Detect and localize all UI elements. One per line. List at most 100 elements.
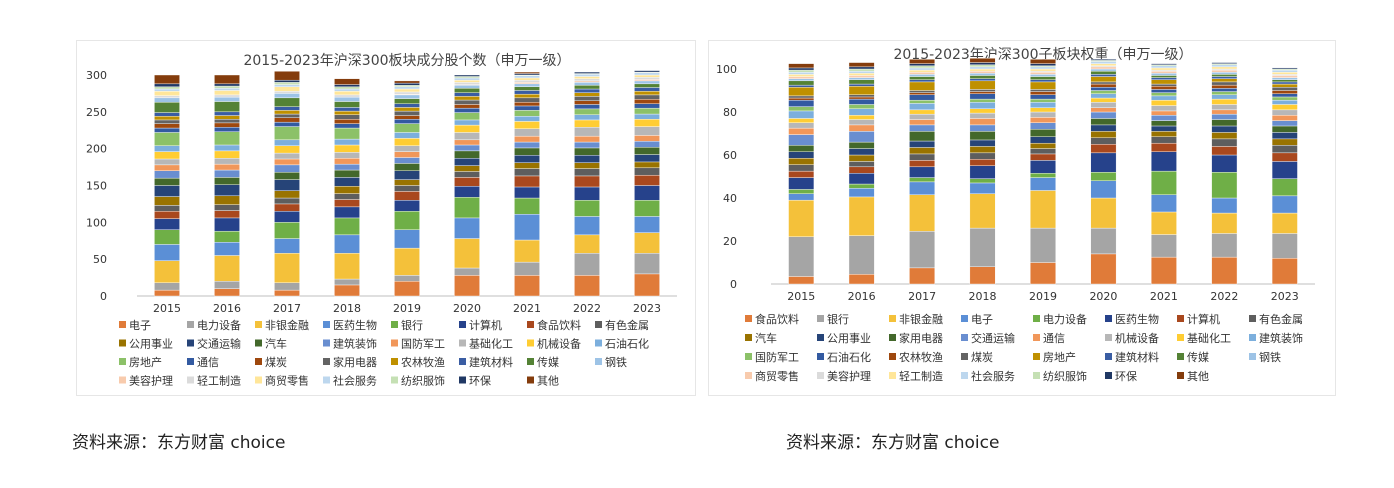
bar-segment: [634, 200, 660, 217]
bar-segment: [848, 79, 875, 85]
bar-segment: [634, 126, 660, 136]
bar-segment: [1150, 120, 1177, 127]
bar-segment: [1271, 90, 1298, 94]
bar-segment: [634, 118, 660, 127]
bar-segment: [334, 193, 360, 200]
bar-segment: [1271, 120, 1298, 127]
bar-segment: [909, 181, 936, 195]
bar-segment: [454, 144, 480, 152]
bar-segment: [788, 72, 815, 75]
x-tick-label: 2021: [1150, 290, 1178, 303]
bar-segment: [154, 244, 180, 261]
legend-label: 医药生物: [1115, 312, 1159, 326]
bar-segment: [969, 64, 996, 68]
bar-segment: [1211, 76, 1238, 79]
bar-segment: [1211, 212, 1238, 234]
legend-label: 房地产: [1043, 350, 1076, 364]
bar-segment: [909, 119, 936, 126]
bar-segment: [909, 194, 936, 232]
bar-segment: [334, 84, 360, 87]
bar-segment: [454, 124, 480, 133]
bar-segment: [848, 274, 875, 285]
bar-segment: [1090, 253, 1117, 285]
bar-segment: [788, 63, 815, 69]
legend-label: 建筑装饰: [333, 337, 377, 351]
bar-segment: [909, 59, 936, 64]
legend-swatch: [961, 334, 968, 341]
legend-label: 纺织服饰: [401, 374, 445, 388]
x-tick-label: 2017: [273, 302, 301, 315]
bar-segment: [1150, 70, 1177, 74]
bar-segment: [274, 211, 300, 223]
bar-segment: [334, 110, 360, 115]
bar-segment: [154, 177, 180, 186]
bar-segment: [909, 166, 936, 178]
bar-segment: [909, 72, 936, 75]
bar-segment: [154, 83, 180, 87]
bar-segment: [969, 91, 996, 94]
bar-segment: [1030, 142, 1056, 149]
bar-segment: [394, 107, 420, 112]
legend-swatch: [1033, 334, 1040, 341]
bar-segment: [1271, 69, 1298, 73]
x-tick-label: 2018: [969, 290, 997, 303]
bar-segment: [574, 80, 600, 83]
bar-segment: [848, 83, 875, 87]
bar-segment: [154, 282, 180, 291]
legend-label: 纺织服饰: [1043, 369, 1087, 383]
bar-segment: [454, 107, 480, 113]
bar-segment: [1150, 105, 1177, 112]
bar-segment: [214, 90, 240, 96]
bar-segment: [574, 275, 600, 297]
bar-segment: [154, 97, 180, 103]
bar-segment: [969, 66, 996, 70]
bar-segment: [634, 77, 660, 80]
bar-segment: [454, 82, 480, 85]
bar-segment: [274, 145, 300, 154]
bar-segment: [394, 86, 420, 90]
bar-segment: [394, 123, 420, 133]
bar-segment: [454, 238, 480, 269]
bar-segment: [1211, 81, 1238, 86]
legend-swatch: [119, 376, 126, 384]
bar-segment: [1271, 104, 1298, 111]
bar-segment: [848, 188, 875, 198]
bar-segment: [574, 141, 600, 149]
x-tick-label: 2016: [848, 290, 876, 303]
bar-segment: [1030, 227, 1056, 263]
bar-segment: [848, 104, 875, 109]
y-tick-label: 200: [86, 143, 107, 156]
legend-label: 煤炭: [265, 356, 287, 369]
bar-segment: [154, 211, 180, 219]
y-tick-label: 60: [723, 149, 737, 162]
bar-segment: [514, 121, 540, 129]
bar-segment: [214, 169, 240, 178]
bar-segment: [454, 197, 480, 219]
bar-segment: [1030, 74, 1056, 77]
bar-segment: [1030, 190, 1056, 229]
legend-label: 公用事业: [827, 332, 871, 345]
legend-label: 非银金融: [899, 312, 943, 326]
bar-segment: [848, 68, 875, 72]
bar-segment: [634, 107, 660, 115]
bar-segment: [1150, 256, 1177, 285]
bar-segment: [334, 217, 360, 236]
bar-segment: [909, 90, 936, 93]
bar-segment: [514, 214, 540, 241]
bar-segment: [334, 107, 360, 112]
bar-segment: [1211, 84, 1238, 89]
bar-segment: [454, 132, 480, 141]
bar-segment: [1030, 76, 1056, 80]
bar-segment: [574, 114, 600, 121]
bar-segment: [1150, 125, 1177, 132]
legend-swatch: [527, 339, 534, 347]
bar-segment: [454, 171, 480, 178]
weight-chart: 2015-2023年沪深300子板块权重（申万一级） 0 20 40 60 80 100 20…: [716, 47, 1315, 383]
bar-segment: [788, 151, 815, 159]
bar-segment: [274, 82, 300, 85]
y-tick-label: 100: [86, 216, 107, 229]
bar-segment: [1030, 81, 1056, 90]
legend-swatch: [187, 321, 194, 328]
bar-segment: [394, 94, 420, 99]
legend-swatch: [817, 315, 824, 322]
